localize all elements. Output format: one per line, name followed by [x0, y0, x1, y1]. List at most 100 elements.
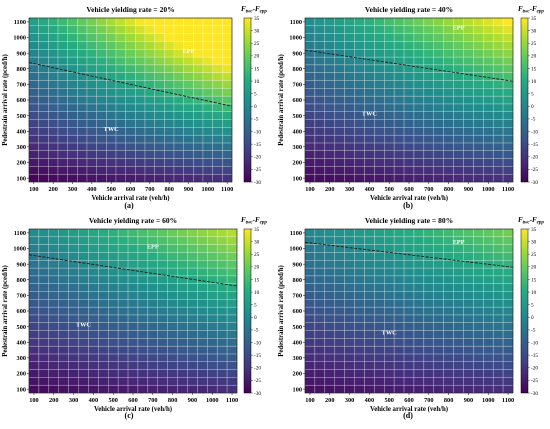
heatmap-cell [324, 119, 335, 128]
heatmap-cell [48, 72, 59, 81]
heatmap-cell [423, 306, 434, 316]
heatmap-cell [354, 88, 365, 97]
heatmap-cell [147, 299, 158, 308]
heatmap-cell [127, 338, 139, 347]
heatmap-cell [393, 41, 405, 50]
heatmap-cell [177, 252, 188, 261]
heatmap-cell [207, 306, 218, 316]
colorbar-tick-label: -5 [531, 328, 536, 334]
heatmap-cell [38, 25, 49, 34]
heatmap-cell [354, 228, 365, 238]
heatmap-cell [38, 345, 50, 355]
heatmap-cell [38, 158, 49, 167]
heatmap-cell [354, 345, 365, 355]
heatmap-cell [127, 353, 139, 362]
heatmap-cell [173, 150, 184, 159]
heatmap-cell [403, 228, 415, 238]
heatmap-cell [314, 166, 326, 175]
colorbar-title: Ftwc-Fepp [241, 216, 267, 226]
heatmap-cell [88, 384, 99, 394]
heatmap-cell [364, 306, 375, 316]
heatmap-cell [364, 95, 375, 105]
heatmap-cell [144, 80, 155, 89]
heatmap-cell [157, 330, 168, 339]
heatmap-cell [502, 119, 514, 128]
heatmap-cell [164, 150, 175, 159]
heatmap-cell [57, 134, 68, 144]
heatmap-cell [473, 299, 484, 308]
heatmap-cell [502, 228, 514, 238]
heatmap-cell [226, 338, 238, 347]
x-tick-label: 700 [145, 186, 154, 193]
heatmap-cell [67, 134, 78, 144]
heatmap-cell [197, 283, 208, 292]
heatmap-cell [193, 17, 204, 27]
heatmap-cell [483, 142, 494, 151]
heatmap-cell [197, 338, 208, 347]
heatmap-cell [473, 17, 484, 27]
heatmap-cell [463, 361, 474, 370]
heatmap-cell [502, 361, 514, 370]
heatmap-cell [202, 56, 213, 66]
heatmap-cell [423, 88, 434, 97]
heatmap-cell [212, 173, 223, 183]
heatmap-cell [38, 111, 49, 120]
heatmap-cell [433, 134, 444, 144]
heatmap-cell [144, 33, 155, 42]
heatmap-cell [88, 252, 99, 261]
heatmap-cell [154, 80, 165, 89]
heatmap-cell [433, 377, 444, 386]
heatmap-cell [28, 299, 40, 308]
heatmap-cell [197, 291, 208, 300]
heatmap-cell [135, 25, 146, 34]
heatmap-cell [324, 103, 335, 112]
heatmap-cell [222, 88, 233, 97]
heatmap-cell [137, 369, 149, 378]
heatmap-cell [177, 361, 188, 370]
heatmap-cell [483, 322, 494, 331]
heatmap-cell [147, 369, 158, 378]
heatmap-cell [202, 173, 213, 183]
heatmap-cell [38, 228, 50, 238]
heatmap-cell [423, 236, 434, 245]
heatmap-cell [96, 56, 107, 66]
heatmap-cell [117, 306, 129, 316]
heatmap-cell [324, 56, 335, 66]
heatmap-cell [374, 142, 385, 151]
heatmap-cell [222, 119, 233, 128]
heatmap-cell [98, 252, 109, 261]
heatmap-cell [364, 228, 375, 238]
heatmap-cell [463, 95, 474, 105]
heatmap-cell [177, 244, 188, 253]
x-tick-label: 600 [128, 397, 137, 404]
heatmap-cell [483, 80, 494, 89]
heatmap-cell [384, 56, 395, 66]
heatmap-cell [304, 103, 316, 112]
heatmap-cell [413, 33, 425, 42]
heatmap-cell [154, 17, 165, 27]
heatmap-cell [364, 142, 375, 151]
heatmap-cell [28, 361, 40, 370]
heatmap-cell [433, 267, 444, 277]
heatmap-cell [57, 127, 68, 136]
heatmap-cell [177, 236, 188, 245]
heatmap-cell [135, 56, 146, 66]
heatmap-cell [354, 72, 365, 81]
heatmap-cell [354, 17, 365, 27]
heatmap-cell [115, 150, 126, 159]
heatmap-cell [216, 345, 228, 355]
heatmap-cell [423, 173, 434, 183]
heatmap-cell [304, 142, 316, 151]
heatmap-cell [202, 17, 213, 27]
heatmap-cell [167, 353, 178, 362]
x-tick-label: 800 [444, 186, 453, 193]
heatmap-cell [78, 244, 89, 253]
heatmap-cell [144, 72, 155, 81]
heatmap-cell [212, 150, 223, 159]
heatmap-cell [314, 252, 326, 261]
heatmap-cell [154, 49, 165, 58]
y-tick-label: 800 [293, 66, 302, 73]
colorbar-tick-label: 5 [531, 91, 534, 97]
heatmap-cell [177, 369, 188, 378]
heatmap-cell [222, 95, 233, 105]
